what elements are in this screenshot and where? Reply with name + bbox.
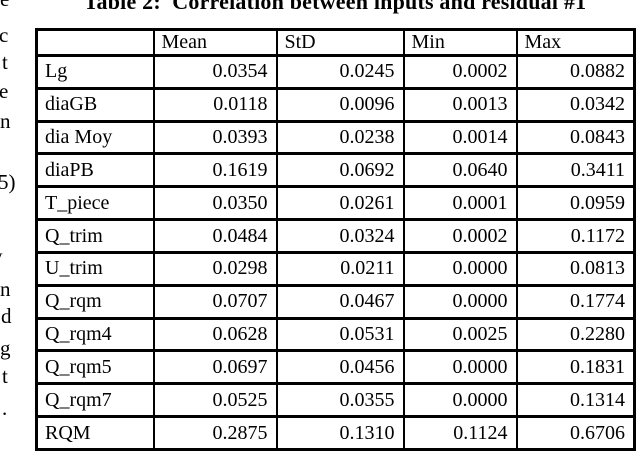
margin-text-fragment: . [2,396,8,420]
header-cell-max: Max [515,28,636,57]
table-row: Lg 0.0354 0.0245 0.0002 0.0882 [35,54,636,90]
mean-value-cell: 0.0697 [152,349,278,386]
table-row: RQM 0.2875 0.1310 0.1124 0.6706 [35,415,636,451]
mean-value-cell: 0.0354 [152,54,278,90]
table-row: T_piece 0.0350 0.0261 0.0001 0.0959 [35,185,636,222]
min-value-cell: 0.0025 [402,316,518,353]
table-caption: Table 2: Correlation between inputs and … [83,0,587,14]
mean-value-cell: 0.0628 [152,316,278,353]
max-value-cell: 0.1774 [515,283,636,320]
row-label-cell: Q_rqm5 [35,349,155,386]
std-value-cell: 0.0467 [275,283,405,320]
mean-value-cell: 0.0298 [152,250,278,287]
mean-value-cell: 0.0350 [152,185,278,222]
min-value-cell: 0.0013 [402,86,518,123]
table-row: Q_rqm7 0.0525 0.0355 0.0000 0.1314 [35,382,636,419]
std-value-cell: 0.0096 [275,86,405,123]
std-value-cell: 0.1310 [275,415,405,451]
mean-value-cell: 0.1619 [152,152,278,189]
std-value-cell: 0.0692 [275,152,405,189]
min-value-cell: 0.0000 [402,349,518,386]
header-cell-mean: Mean [152,28,278,57]
min-value-cell: 0.0640 [402,152,518,189]
row-label-cell: U_trim [35,250,155,287]
row-label-cell: T_piece [35,185,155,222]
min-value-cell: 0.0000 [402,283,518,320]
mean-value-cell: 0.0707 [152,283,278,320]
row-label-cell: RQM [35,415,155,451]
row-label-cell: Q_rqm4 [35,316,155,353]
header-cell-min: Min [402,28,518,57]
margin-text-fragment: t [2,364,8,388]
row-label-cell: diaGB [35,86,155,123]
correlation-table: Mean StD Min Max Lg 0.0354 0.0245 0.0002… [35,28,636,451]
row-label-cell: Q_trim [35,218,155,254]
max-value-cell: 0.2280 [515,316,636,353]
margin-text-fragment: e [0,0,9,10]
mean-value-cell: 0.0118 [152,86,278,123]
margin-text-fragment: d [1,304,12,328]
min-value-cell: 0.0002 [402,218,518,254]
row-label-cell: Q_rqm [35,283,155,320]
mean-value-cell: 0.0484 [152,218,278,254]
row-label-cell: Lg [35,54,155,90]
row-label-cell: Q_rqm7 [35,382,155,419]
max-value-cell: 0.1831 [515,349,636,386]
std-value-cell: 0.0245 [275,54,405,90]
row-label-cell: diaPB [35,152,155,189]
table-row: Q_rqm4 0.0628 0.0531 0.0025 0.2280 [35,316,636,353]
min-value-cell: 0.0014 [402,119,518,156]
table-header-row: Mean StD Min Max [35,28,636,57]
margin-text-fragment: g [0,336,11,360]
mean-value-cell: 0.0393 [152,119,278,156]
std-value-cell: 0.0456 [275,349,405,386]
margin-text-fragment: t [2,50,8,74]
max-value-cell: 0.0813 [515,250,636,287]
left-column-clipped-text: e c t e n 5) y n d g t . [0,0,17,452]
header-cell-std: StD [275,28,405,57]
max-value-cell: 0.0342 [515,86,636,123]
min-value-cell: 0.0001 [402,185,518,222]
mean-value-cell: 0.2875 [152,415,278,451]
margin-text-fragment: c [0,23,9,47]
max-value-cell: 0.1314 [515,382,636,419]
std-value-cell: 0.0261 [275,185,405,222]
header-cell-empty [35,28,155,57]
table-row: diaGB 0.0118 0.0096 0.0013 0.0342 [35,86,636,123]
min-value-cell: 0.0000 [402,250,518,287]
max-value-cell: 0.6706 [515,415,636,451]
max-value-cell: 0.0882 [515,54,636,90]
std-value-cell: 0.0324 [275,218,405,254]
margin-text-fragment: e [0,79,9,103]
max-value-cell: 0.3411 [515,152,636,189]
table-row: diaPB 0.1619 0.0692 0.0640 0.3411 [35,152,636,189]
margin-text-fragment: 5) [0,170,16,194]
row-label-cell: dia Moy [35,119,155,156]
table-row: Q_rqm5 0.0697 0.0456 0.0000 0.1831 [35,349,636,386]
margin-text-fragment: n [0,277,11,301]
margin-text-fragment: n [0,109,11,133]
std-value-cell: 0.0238 [275,119,405,156]
min-value-cell: 0.0000 [402,382,518,419]
std-value-cell: 0.0355 [275,382,405,419]
std-value-cell: 0.0211 [275,250,405,287]
mean-value-cell: 0.0525 [152,382,278,419]
min-value-cell: 0.1124 [402,415,518,451]
std-value-cell: 0.0531 [275,316,405,353]
max-value-cell: 0.0959 [515,185,636,222]
table-row: Q_trim 0.0484 0.0324 0.0002 0.1172 [35,218,636,254]
table-row: Q_rqm 0.0707 0.0467 0.0000 0.1774 [35,283,636,320]
table-row: dia Moy 0.0393 0.0238 0.0014 0.0843 [35,119,636,156]
margin-text-fragment: y [0,246,3,267]
max-value-cell: 0.0843 [515,119,636,156]
table-row: U_trim 0.0298 0.0211 0.0000 0.0813 [35,250,636,287]
min-value-cell: 0.0002 [402,54,518,90]
max-value-cell: 0.1172 [515,218,636,254]
